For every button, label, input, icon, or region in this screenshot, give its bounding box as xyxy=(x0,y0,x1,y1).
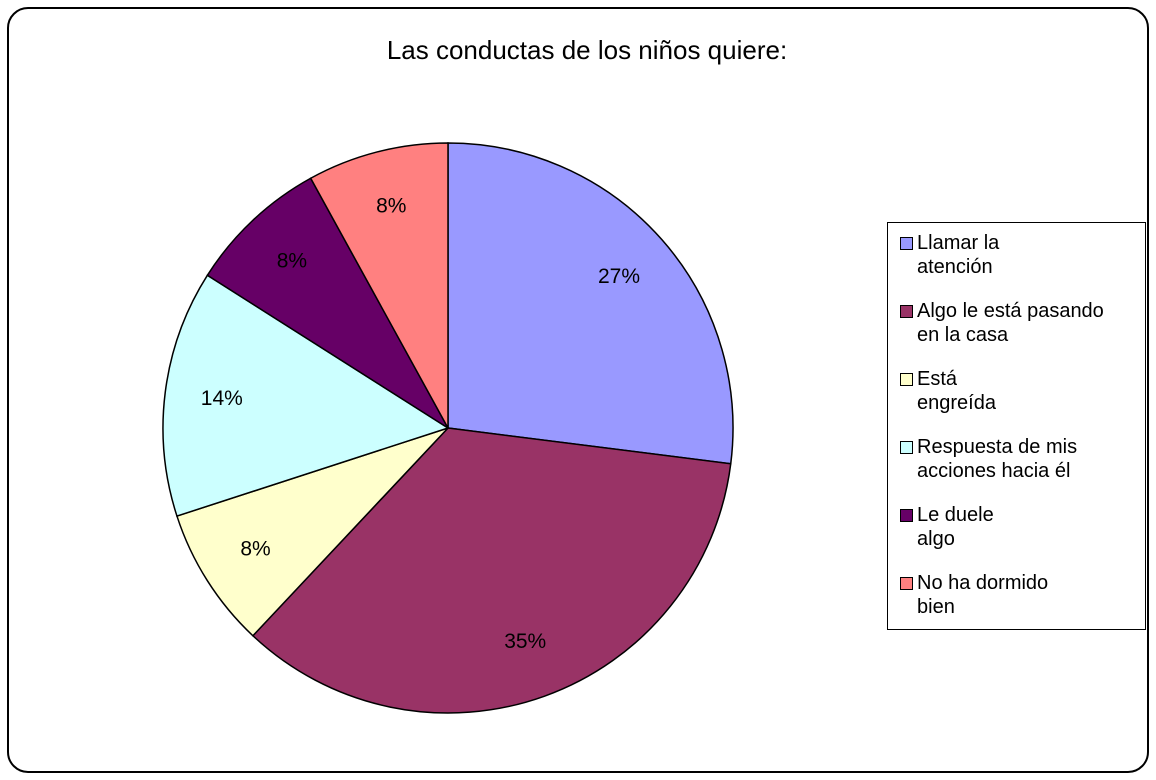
legend-swatch xyxy=(900,577,913,590)
legend-entry: Está engreída xyxy=(894,367,1139,415)
legend-entry: Algo le está pasando en la casa xyxy=(894,299,1139,347)
legend-label: Respuesta de mis acciones hacia él xyxy=(917,436,1078,482)
pie-slice xyxy=(176,427,449,637)
legend-swatch xyxy=(900,237,913,250)
legend-label: Le duele algo xyxy=(917,504,994,550)
legend-label: Está engreída xyxy=(917,368,996,414)
legend-swatch xyxy=(900,373,913,386)
legend-entry: Respuesta de mis acciones hacia él xyxy=(894,435,1139,483)
data-label: 35% xyxy=(504,630,546,653)
legend: Llamar la atención Algo le está pasando e… xyxy=(887,222,1146,630)
data-label: 8% xyxy=(277,249,307,272)
legend-label: Llamar la atención xyxy=(917,232,1000,278)
data-label: 8% xyxy=(376,195,406,218)
pie-slice xyxy=(251,427,732,714)
pie-slice xyxy=(309,142,449,429)
legend-entry: No ha dormido bien xyxy=(894,571,1139,619)
legend-label: No ha dormido bien xyxy=(917,572,1049,618)
pie-slice xyxy=(447,142,734,465)
legend-entry: Le duele algo xyxy=(894,503,1139,551)
data-label: 14% xyxy=(201,387,243,410)
legend-swatch xyxy=(900,509,913,522)
legend-label: Algo le está pasando en la casa xyxy=(917,300,1104,346)
legend-swatch xyxy=(900,441,913,454)
chart-title: Las conductas de los niños quiere: xyxy=(387,35,787,65)
legend-entry: Llamar la atención xyxy=(894,231,1139,279)
legend-swatch xyxy=(900,305,913,318)
data-label: 27% xyxy=(598,265,640,288)
pie-slice xyxy=(162,274,450,518)
data-label: 8% xyxy=(240,538,270,561)
pie-slice xyxy=(206,177,449,429)
